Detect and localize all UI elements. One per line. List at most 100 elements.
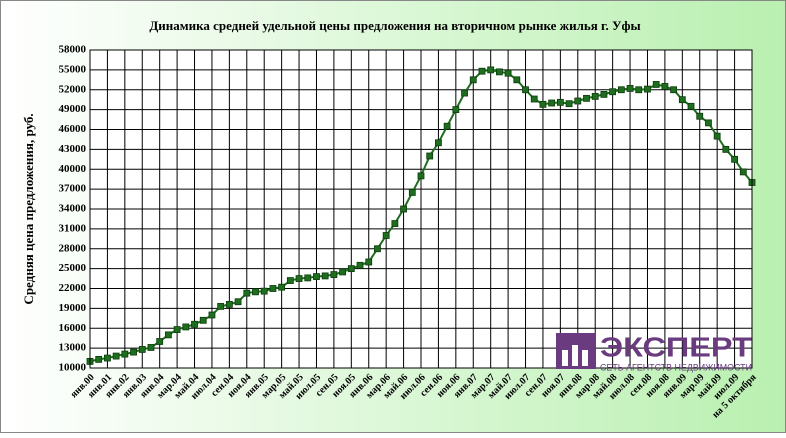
point xyxy=(112,352,120,360)
y-tick-label: 31000 xyxy=(59,222,87,234)
point xyxy=(199,316,207,324)
point xyxy=(182,323,190,331)
point xyxy=(452,106,460,114)
chart-title: Динамика средней удельной цены предложен… xyxy=(149,18,640,33)
point xyxy=(461,89,468,97)
point xyxy=(426,152,434,160)
point xyxy=(313,273,320,280)
point xyxy=(522,86,529,94)
y-tick-label: 55000 xyxy=(59,63,87,75)
y-tick-label: 22000 xyxy=(59,282,87,294)
point xyxy=(234,298,242,306)
y-tick-label: 40000 xyxy=(59,163,87,175)
point xyxy=(295,275,303,282)
point xyxy=(252,288,259,296)
point xyxy=(548,99,556,107)
point xyxy=(121,350,129,358)
point xyxy=(225,300,233,308)
point xyxy=(530,95,538,103)
point xyxy=(739,168,747,176)
series xyxy=(86,66,756,365)
y-tick-label: 52000 xyxy=(59,83,87,95)
logo-icon-part xyxy=(562,350,568,366)
point xyxy=(600,90,608,98)
point xyxy=(278,283,286,291)
point xyxy=(330,271,338,278)
point xyxy=(156,338,164,345)
point xyxy=(382,232,390,239)
point xyxy=(504,69,512,77)
point xyxy=(104,354,111,362)
y-tick-label: 49000 xyxy=(59,103,87,115)
y-tick-label: 58000 xyxy=(59,44,87,56)
y-tick-label: 25000 xyxy=(59,262,87,274)
y-tick-label: 43000 xyxy=(59,143,87,155)
point xyxy=(617,86,625,94)
point xyxy=(696,112,704,120)
point xyxy=(243,289,251,297)
point xyxy=(487,66,495,74)
logo: ЭКСПЕРТ СЕТЬ АГЕНТСТВ НЕДВИЖИМОСТИ xyxy=(556,331,752,372)
point xyxy=(208,311,216,319)
point xyxy=(164,331,172,339)
plot-border xyxy=(89,49,753,369)
point xyxy=(347,265,355,273)
point xyxy=(260,287,268,295)
logo-tagline: СЕТЬ АГЕНТСТВ НЕДВИЖИМОСТИ xyxy=(600,362,752,372)
point xyxy=(339,268,347,276)
logo-name: ЭКСПЕРТ xyxy=(600,331,752,362)
y-tick-label: 16000 xyxy=(59,322,87,334)
point xyxy=(661,83,669,90)
logo-icon-part xyxy=(582,350,588,366)
point xyxy=(321,272,329,280)
logo-icon-part xyxy=(572,345,578,366)
point xyxy=(400,205,407,213)
point xyxy=(269,285,277,292)
y-tick-label: 28000 xyxy=(59,242,87,254)
point xyxy=(513,76,521,84)
point xyxy=(722,145,730,153)
point xyxy=(469,76,477,84)
point xyxy=(644,85,651,93)
point xyxy=(130,348,137,356)
y-axis-label: Средняя цена предложения, руб. xyxy=(21,113,36,304)
point xyxy=(635,86,643,94)
point xyxy=(678,96,686,104)
point xyxy=(626,85,634,92)
point xyxy=(652,81,660,88)
point xyxy=(539,100,547,108)
point xyxy=(391,220,399,227)
point xyxy=(408,189,416,196)
point xyxy=(138,346,146,353)
point xyxy=(173,326,181,333)
y-tick-label: 37000 xyxy=(59,183,87,195)
point xyxy=(217,302,225,310)
point xyxy=(95,355,103,363)
point xyxy=(356,261,364,269)
point xyxy=(286,277,294,284)
point xyxy=(591,92,599,100)
grid xyxy=(89,49,753,369)
point xyxy=(731,155,738,163)
y-tick-label: 13000 xyxy=(59,342,87,354)
point xyxy=(304,274,312,282)
point xyxy=(705,119,712,127)
y-tick-label: 10000 xyxy=(59,362,87,374)
point xyxy=(556,98,564,106)
point xyxy=(147,344,155,351)
y-tick-label: 19000 xyxy=(59,302,87,314)
point xyxy=(374,245,381,253)
point xyxy=(417,172,425,180)
point xyxy=(443,122,451,130)
point xyxy=(583,94,590,102)
point xyxy=(687,102,695,110)
point xyxy=(495,68,503,76)
point xyxy=(574,97,582,105)
y-tick-label: 46000 xyxy=(59,123,87,135)
point xyxy=(565,100,573,108)
point xyxy=(365,258,373,266)
point xyxy=(478,67,486,75)
point xyxy=(609,88,617,96)
